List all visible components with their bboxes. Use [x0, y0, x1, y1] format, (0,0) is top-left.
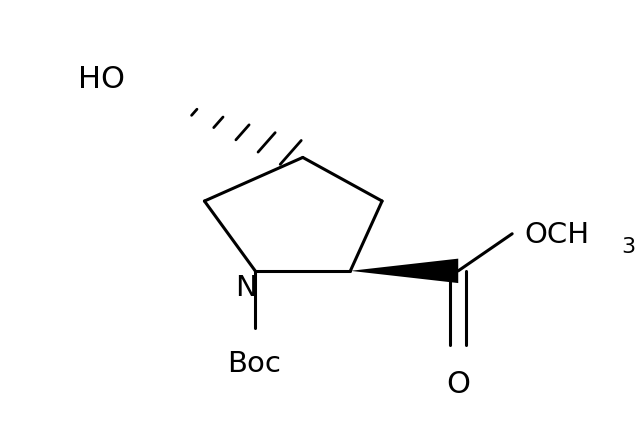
Polygon shape	[350, 259, 458, 283]
Text: Boc: Boc	[227, 350, 280, 378]
Text: N: N	[235, 273, 257, 301]
Text: HO: HO	[77, 65, 125, 94]
Text: 3: 3	[621, 237, 636, 256]
Text: O: O	[446, 369, 470, 398]
Text: OCH: OCH	[525, 220, 590, 248]
